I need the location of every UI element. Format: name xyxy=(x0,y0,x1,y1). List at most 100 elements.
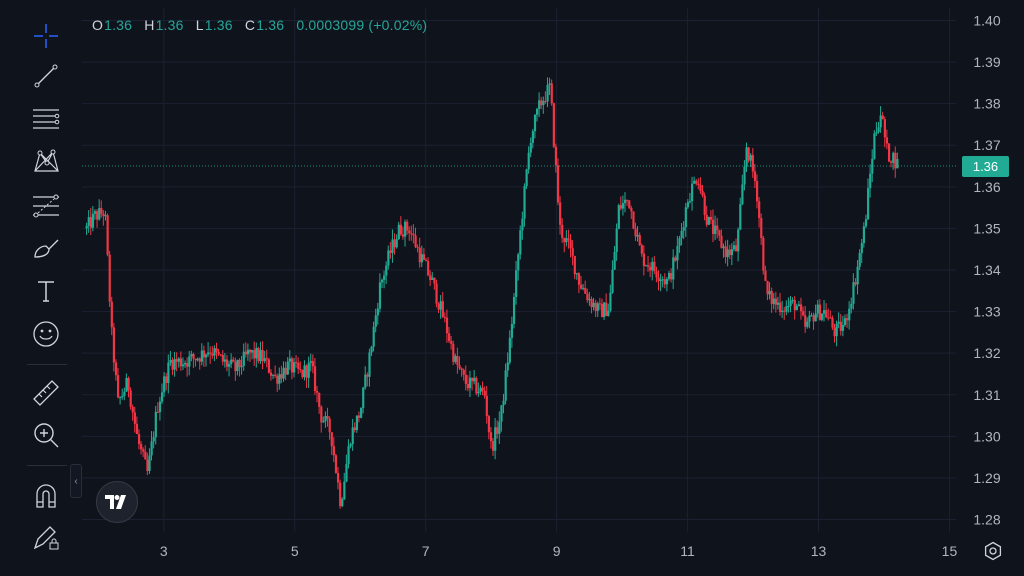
candle-body xyxy=(464,374,467,385)
text-tool[interactable] xyxy=(27,274,65,308)
candle-body xyxy=(267,359,271,373)
candle-body xyxy=(556,165,560,203)
close-label: C xyxy=(244,17,256,33)
candle-body xyxy=(140,444,143,450)
price-axis[interactable]: 1.40 1.39 1.38 1.37 1.36 1.35 1.34 1.33 1.32 1.31… xyxy=(973,12,1000,527)
time-axis[interactable]: 3 5 7 9 11 13 15 xyxy=(160,543,958,559)
candle-body xyxy=(711,219,715,234)
candle-body xyxy=(808,315,811,322)
candle-body xyxy=(753,171,757,182)
lock-drawing-tool[interactable] xyxy=(27,520,65,554)
tradingview-logo[interactable] xyxy=(96,481,138,523)
candle-body xyxy=(280,374,283,379)
candle-body xyxy=(575,273,579,275)
candle-body xyxy=(135,423,139,434)
candle-body xyxy=(429,275,432,280)
y-tick-label: 1.37 xyxy=(973,137,1000,153)
candle-body xyxy=(867,188,870,220)
candle-body xyxy=(814,313,817,322)
candle-body xyxy=(171,359,174,370)
candle-body xyxy=(869,173,872,189)
candle-body xyxy=(567,238,570,240)
candle-body xyxy=(184,363,187,365)
trend-line-tool[interactable] xyxy=(27,59,65,93)
candle-body xyxy=(272,374,275,376)
candle-body xyxy=(334,455,338,473)
zoom-tool[interactable] xyxy=(27,418,65,452)
y-tick-label: 1.35 xyxy=(973,220,1000,236)
candle-body xyxy=(527,152,530,170)
candle-body xyxy=(680,230,683,239)
candle-body xyxy=(850,303,853,309)
candle-body xyxy=(244,351,248,355)
pattern-tool[interactable] xyxy=(27,144,65,178)
candle-body xyxy=(655,271,658,278)
candle-body xyxy=(760,218,763,238)
candle-body xyxy=(875,132,878,134)
candle-body xyxy=(161,392,164,402)
candle-body xyxy=(489,432,493,442)
candle-body xyxy=(776,302,780,305)
candle-body xyxy=(789,300,792,307)
candle-body xyxy=(204,354,208,358)
candle-body xyxy=(667,272,671,279)
candle-body xyxy=(732,245,736,250)
candle-body xyxy=(242,351,245,366)
candle-body xyxy=(198,358,201,362)
candle-body xyxy=(259,350,262,362)
drawing-toolbar xyxy=(0,0,80,576)
x-tick-label: 3 xyxy=(160,543,168,559)
candle-body xyxy=(347,446,350,465)
candle-body xyxy=(508,337,511,363)
candle-body xyxy=(496,427,499,434)
candle-body xyxy=(274,374,277,377)
candle-body xyxy=(196,358,199,361)
candle-body xyxy=(370,346,373,353)
candle-body xyxy=(385,265,388,276)
x-tick-label: 5 xyxy=(291,543,299,559)
candle-body xyxy=(592,302,595,308)
candle-body xyxy=(158,401,162,413)
candle-body xyxy=(257,347,260,362)
candle-body xyxy=(200,350,204,362)
toolbar-divider xyxy=(27,364,67,365)
candle-body xyxy=(548,83,551,86)
candle-body xyxy=(519,230,522,255)
open-label: O xyxy=(92,17,104,33)
emoji-tool[interactable] xyxy=(27,317,65,351)
candle-body xyxy=(435,283,438,304)
brush-tool[interactable] xyxy=(27,231,65,265)
candle-body xyxy=(577,273,581,285)
candle-body xyxy=(590,299,593,308)
candle-body xyxy=(632,211,635,229)
candle-body xyxy=(825,310,828,318)
candle-body xyxy=(326,416,329,419)
candle-body xyxy=(190,354,193,357)
candle-body xyxy=(701,191,704,196)
candle-body xyxy=(653,261,656,272)
crosshair-tool[interactable] xyxy=(27,19,65,53)
candle-body xyxy=(554,146,558,166)
candle-body xyxy=(517,254,520,271)
candle-body xyxy=(96,211,99,220)
collapse-toolbar-button[interactable]: ‹ xyxy=(70,464,82,498)
candle-body xyxy=(716,225,719,231)
candle-body xyxy=(230,359,233,364)
candle-body xyxy=(89,217,92,228)
candle-body xyxy=(311,361,315,367)
settings-gear-icon[interactable] xyxy=(983,541,1003,561)
horizontal-lines-tool[interactable] xyxy=(27,102,65,136)
ruler-tool[interactable] xyxy=(27,376,65,410)
candle-body xyxy=(605,302,608,316)
candle-body xyxy=(730,249,734,256)
magnet-tool[interactable] xyxy=(27,478,65,512)
fib-tool[interactable] xyxy=(27,189,65,223)
candle-body xyxy=(628,200,631,208)
candle-body xyxy=(380,279,384,283)
candle-body xyxy=(684,207,687,228)
candle-body xyxy=(144,451,147,460)
candle-body xyxy=(871,158,874,174)
candle-body xyxy=(450,341,453,344)
candle-body xyxy=(827,317,830,319)
